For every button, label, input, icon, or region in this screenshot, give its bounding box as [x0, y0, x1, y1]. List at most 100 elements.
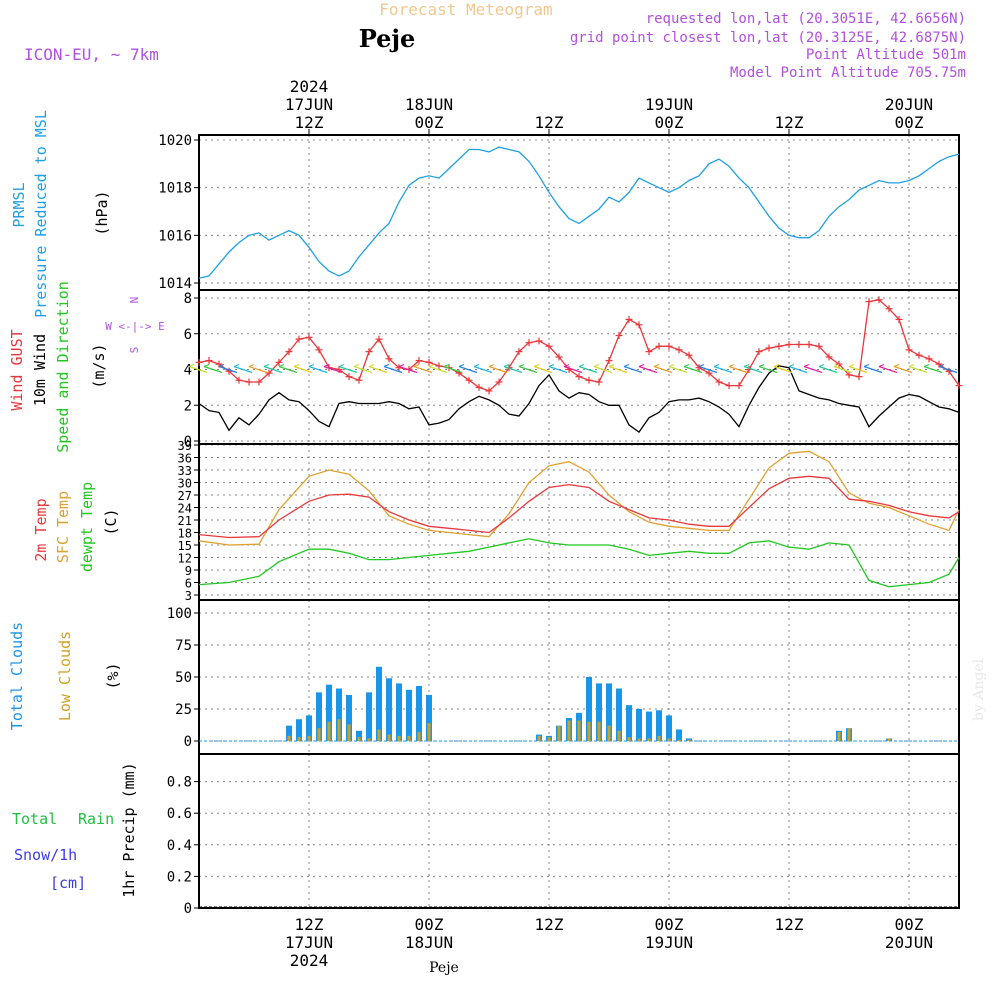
- arrow-shaft: [878, 365, 898, 374]
- cloud-total-bar: [676, 729, 682, 741]
- gust-marker: [755, 348, 763, 356]
- y-tick-label: 6: [184, 327, 192, 343]
- gust-marker: [885, 305, 893, 313]
- arrow-head: [443, 363, 450, 368]
- gust-marker: [705, 369, 713, 377]
- gust-marker: [905, 346, 913, 354]
- cloud-total-bar: [406, 689, 412, 741]
- gust-marker: [795, 340, 803, 348]
- arrow-head: [593, 363, 600, 368]
- gust-marker: [585, 376, 593, 384]
- requested-coords: requested lon,lat (20.3051E, 42.6656N): [646, 11, 966, 27]
- y-tick-label: 0: [184, 734, 192, 750]
- panel-frame: [198, 134, 960, 291]
- gust-marker: [925, 355, 933, 363]
- arrow-shaft: [653, 365, 673, 374]
- wind-direction-arrow: [743, 363, 763, 374]
- wind-direction-arrow: [308, 363, 328, 374]
- wind-direction-arrow: [623, 363, 643, 374]
- cloud-low-bar: [657, 735, 661, 741]
- gust-marker: [735, 382, 743, 390]
- compass-s: S: [128, 347, 141, 354]
- label-hpa: (hPa): [93, 190, 111, 235]
- arrow-head: [848, 363, 855, 368]
- y-tick-label: 50: [175, 670, 192, 686]
- wind-direction-arrow: [698, 363, 718, 374]
- cloud-low-bar: [347, 724, 351, 741]
- arrow-shaft: [353, 365, 373, 374]
- top-hour-label: 12Z: [535, 113, 564, 132]
- arrow-head: [518, 363, 525, 368]
- wind-direction-arrow: [368, 363, 388, 374]
- panel-precip: 0 0.2 0.4 0.6 0.8: [167, 753, 960, 917]
- arrow-head: [458, 363, 465, 368]
- label-prmsl: PRMSL: [10, 182, 28, 227]
- label-10m-wind: 10m Wind: [31, 334, 49, 406]
- label-sfc-temp: SFC Temp: [54, 491, 72, 563]
- label-pressure-msl: Pressure Reduced to MSL: [32, 110, 50, 318]
- cloud-low-bar: [577, 720, 581, 741]
- y-tick-label: 0: [184, 901, 192, 917]
- label-ms: (m/s): [90, 343, 108, 388]
- wind-direction-arrow: [563, 363, 583, 374]
- data-marks: [188, 146, 963, 908]
- cloud-low-bar: [887, 738, 891, 741]
- cloud-low-bar: [607, 725, 611, 741]
- bottom-hour-label: 12Z: [535, 915, 564, 934]
- cloud-low-bar: [587, 721, 591, 741]
- cloud-low-bar: [397, 735, 401, 741]
- y-tick-label: 21: [178, 514, 192, 528]
- y-tick-label: 12: [178, 552, 192, 566]
- y-tick-label: 100: [167, 606, 192, 622]
- gust-marker: [615, 332, 623, 340]
- arrow-head: [323, 363, 330, 368]
- arrow-shaft: [743, 365, 763, 374]
- y-tick-label: 3: [185, 589, 192, 603]
- arrow-head: [878, 363, 885, 368]
- top-date-label: 18JUN: [405, 95, 453, 114]
- label-total: Total: [12, 810, 57, 828]
- y-tick-label: 0.8: [167, 775, 192, 791]
- y-tick-label: 36: [178, 452, 192, 466]
- arrow-head: [308, 363, 315, 368]
- pressure-panel-labels: PRMSL Pressure Reduced to MSL (hPa): [10, 110, 111, 318]
- wind-direction-arrow: [608, 363, 628, 374]
- wind-direction-arrow: [788, 363, 808, 374]
- gust-marker: [225, 367, 233, 375]
- cloud-low-bar: [597, 721, 601, 741]
- arrow-shaft: [533, 365, 553, 374]
- cloud-low-bar: [627, 737, 631, 741]
- arrow-head: [488, 363, 495, 368]
- arrow-shaft: [563, 365, 583, 374]
- gust-marker: [605, 357, 613, 365]
- cloud-total-bar: [616, 688, 622, 741]
- y-tick-label: 2: [184, 398, 192, 414]
- top-date-label: 20JUN: [885, 95, 933, 114]
- wind-marks: [188, 296, 963, 434]
- y-tick-label: 75: [175, 638, 192, 654]
- cloud-low-bar: [677, 739, 681, 741]
- wind-direction-arrow: [338, 363, 358, 374]
- arrow-shaft: [203, 365, 223, 374]
- arrow-shaft: [368, 365, 388, 374]
- location-title: Peje: [359, 24, 416, 53]
- gust-marker: [455, 369, 463, 377]
- wind-direction-arrow: [803, 363, 823, 374]
- wind-direction-arrow: [923, 363, 943, 374]
- cloud-low-bar: [547, 737, 551, 741]
- arrow-shaft: [848, 365, 868, 374]
- cloud-total-bar: [316, 692, 322, 741]
- y-tick-label: 15: [178, 539, 192, 553]
- gust-marker: [545, 342, 553, 350]
- wind-direction-arrow: [878, 363, 898, 374]
- point-altitude: Point Altitude 501m: [806, 47, 966, 63]
- arrow-head: [698, 363, 705, 368]
- arrow-shaft: [698, 365, 718, 374]
- arrow-shaft: [428, 365, 448, 374]
- wind-direction-arrow: [818, 363, 838, 374]
- cloud-total-bar: [356, 730, 362, 741]
- arrow-head: [578, 363, 585, 368]
- wind-direction-arrow: [263, 363, 283, 374]
- wind-direction-arrow: [218, 363, 238, 374]
